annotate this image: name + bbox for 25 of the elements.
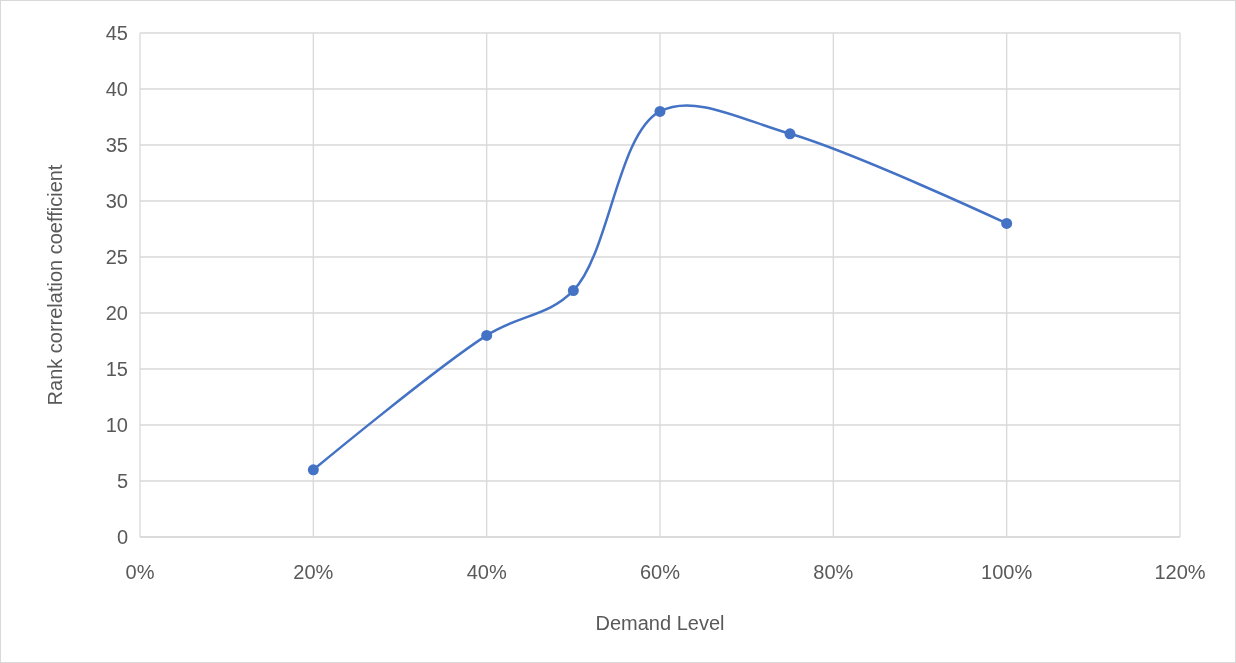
y-tick-label: 0 — [116, 526, 128, 548]
y-tick-label: 10 — [105, 414, 128, 436]
point — [1001, 217, 1013, 229]
point — [567, 285, 579, 297]
point — [307, 464, 319, 476]
point — [784, 128, 796, 140]
point — [654, 105, 666, 117]
x-axis-title: Demand Level — [595, 612, 725, 634]
x-tick-label: 0% — [125, 561, 155, 583]
y-tick-label: 30 — [105, 190, 128, 212]
x-tick-label: 20% — [293, 561, 334, 583]
x-tick-label: 60% — [639, 561, 681, 583]
y-tick-label: 20 — [105, 302, 128, 324]
x-tick-label: 80% — [813, 561, 854, 583]
y-tick-label: 45 — [105, 22, 128, 44]
y-tick-label: 5 — [116, 470, 128, 492]
x-tick-label: 120% — [1154, 561, 1206, 583]
x-tick-label: 100% — [981, 561, 1033, 583]
x-tick-label: 40% — [466, 561, 507, 583]
y-axis-title: Rank correlation coefficient — [44, 164, 66, 406]
y-tick-label: 15 — [105, 358, 128, 380]
point — [481, 329, 493, 341]
y-tick-label: 40 — [105, 78, 128, 100]
y-tick-label: 35 — [105, 134, 128, 156]
y-tick-label: 25 — [105, 246, 128, 268]
